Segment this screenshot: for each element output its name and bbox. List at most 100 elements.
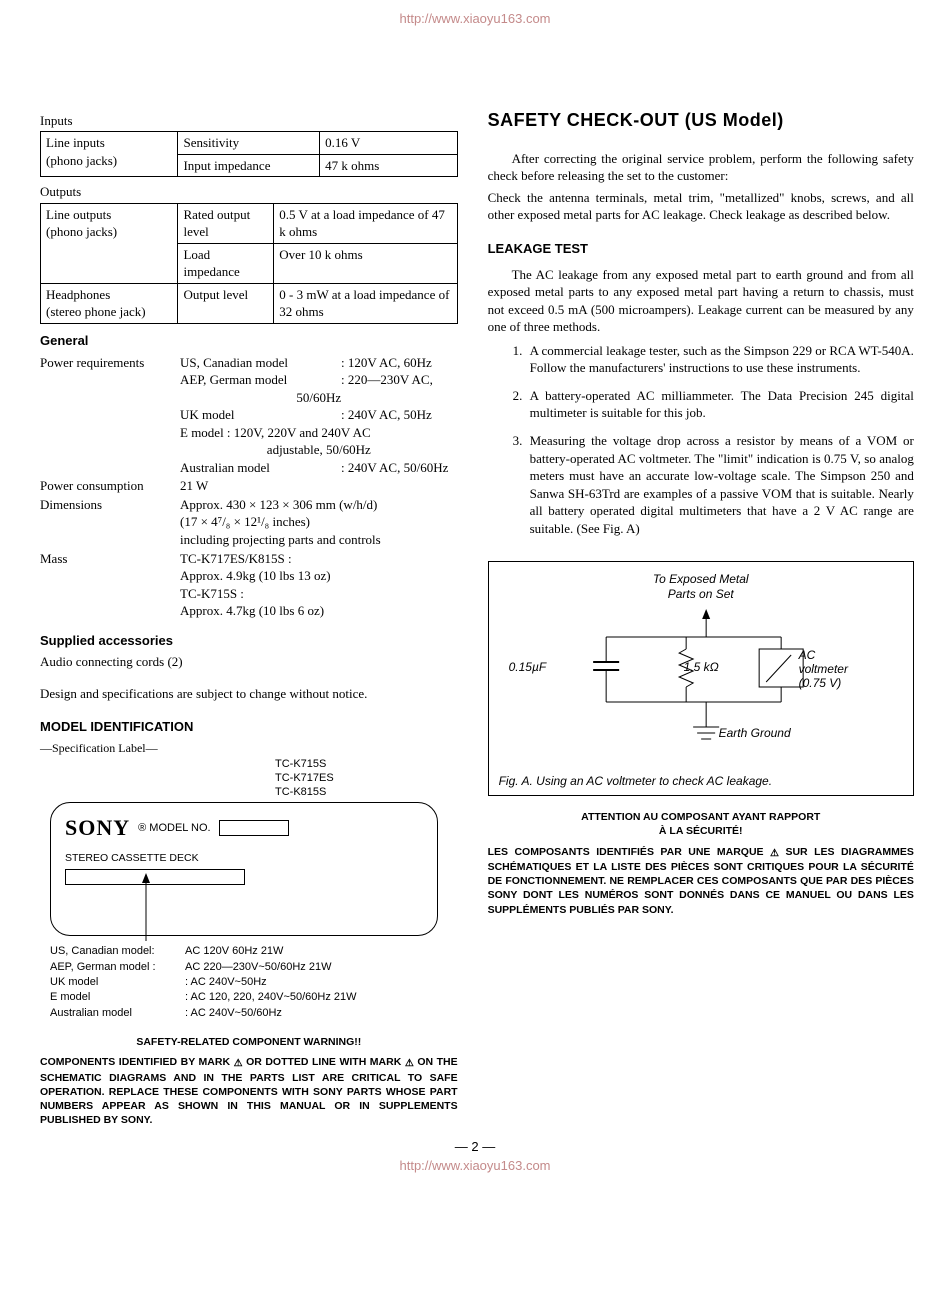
safety-p2: Check the antenna terminals, metal trim,… xyxy=(488,189,914,224)
safety-p1: After correcting the original service pr… xyxy=(488,150,914,185)
sony-logo: SONY xyxy=(65,813,130,843)
power-line: US, Canadian model xyxy=(180,354,341,372)
leakage-heading: LEAKAGE TEST xyxy=(488,240,914,258)
list-item: A commercial leakage tester, such as the… xyxy=(526,342,914,377)
page-number: — 2 — xyxy=(40,1138,910,1156)
power-line: E model : 120V, 220V and 240V AC xyxy=(180,424,458,442)
mv-key: AEP, German model : xyxy=(50,960,185,975)
table-cell: Headphones (stereo phone jack) xyxy=(41,283,178,323)
power-line: AEP, German model xyxy=(180,371,341,389)
arrow-icon xyxy=(136,873,156,943)
power-line: : 240V AC, 50Hz xyxy=(341,406,458,424)
leakage-p1: The AC leakage from any exposed metal pa… xyxy=(488,266,914,336)
warn-fr-title2: À LA SÉCURITÉ! xyxy=(488,824,914,838)
power-line: adjustable, 50/60Hz xyxy=(180,441,458,459)
mass-line: TC-K715S : xyxy=(180,585,458,603)
warning-french: ATTENTION AU COMPOSANT AYANT RAPPORT À L… xyxy=(488,810,914,917)
general-heading: General xyxy=(40,332,458,350)
fig-res-label: 1.5 kΩ xyxy=(684,659,719,675)
mv-val: AC 120V 60Hz 21W xyxy=(185,944,283,959)
mass-line: TC-K717ES/K815S : xyxy=(180,550,458,568)
model-no-label: ® MODEL NO. xyxy=(138,821,210,836)
table-cell: 0 - 3 mW at a load impedance of 32 ohms xyxy=(274,283,457,323)
watermark-top: http://www.xiaoyu163.com xyxy=(40,10,910,28)
mv-val: : AC 240V~50/60Hz xyxy=(185,1006,282,1021)
list-item: Measuring the voltage drop across a resi… xyxy=(526,432,914,537)
inputs-heading: Inputs xyxy=(40,112,458,130)
supplied-heading: Supplied accessories xyxy=(40,632,458,650)
power-line: : 220—230V AC, xyxy=(341,371,458,389)
fig-top-label: Parts on Set xyxy=(499,587,903,601)
dim-line: (17 × 4⁷/₈ × 12¹/₈ inches) xyxy=(180,513,458,531)
fig-top-label: To Exposed Metal xyxy=(499,572,903,586)
table-cell: Output level xyxy=(178,283,274,323)
table-cell: Rated output level xyxy=(178,203,274,243)
mv-key: US, Canadian model: xyxy=(50,944,185,959)
fig-vm-label: AC xyxy=(799,649,848,663)
model-number: TC-K715S xyxy=(275,758,458,772)
figure-caption: Fig. A. Using an AC voltmeter to check A… xyxy=(499,773,903,789)
dimensions-label: Dimensions xyxy=(40,496,180,514)
warning-triangle-icon: ⚠ xyxy=(770,847,779,861)
power-line: : 240V AC, 50/60Hz xyxy=(341,459,458,477)
design-notice: Design and specifications are subject to… xyxy=(40,685,458,703)
warning-triangle-icon: ⚠ xyxy=(405,1057,414,1071)
power-cons-value: 21 W xyxy=(180,477,458,495)
warn-fr-title1: ATTENTION AU COMPOSANT AYANT RAPPORT xyxy=(488,810,914,824)
spec-label-text: —Specification Label— xyxy=(40,740,458,756)
list-item: A battery-operated AC milliammeter. The … xyxy=(526,387,914,422)
safety-title: SAFETY CHECK-OUT (US Model) xyxy=(488,108,914,132)
dim-line: including projecting parts and controls xyxy=(180,531,458,549)
inputs-table: Line inputs (phono jacks) Sensitivity 0.… xyxy=(40,131,458,177)
table-cell: Input impedance xyxy=(178,154,320,177)
table-cell: Line inputs (phono jacks) xyxy=(41,132,178,177)
table-cell: 0.5 V at a load impedance of 47 k ohms xyxy=(274,203,457,243)
mv-key: E model xyxy=(50,990,185,1005)
power-line: : 120V AC, 60Hz xyxy=(341,354,458,372)
dim-line: Approx. 430 × 123 × 306 mm (w/h/d) xyxy=(180,496,458,514)
warning-en-title: SAFETY-RELATED COMPONENT WARNING!! xyxy=(40,1035,458,1049)
outputs-heading: Outputs xyxy=(40,183,458,201)
model-number: TC-K717ES xyxy=(275,772,458,786)
model-id-heading: MODEL IDENTIFICATION xyxy=(40,718,458,736)
leakage-methods-list: A commercial leakage tester, such as the… xyxy=(526,342,914,537)
model-number: TC-K815S xyxy=(275,786,458,800)
power-line: Australian model xyxy=(180,459,341,477)
mv-key: Australian model xyxy=(50,1006,185,1021)
outputs-table: Line outputs (phono jacks) Rated output … xyxy=(40,203,458,324)
warn-en-a: COMPONENTS IDENTIFIED BY MARK xyxy=(40,1056,234,1068)
power-line: UK model xyxy=(180,406,341,424)
table-cell: 47 k ohms xyxy=(320,154,457,177)
mass-line: Approx. 4.9kg (10 lbs 13 oz) xyxy=(180,567,458,585)
fig-vm-label: (0.75 V) xyxy=(799,677,848,691)
supplied-line: Audio connecting cords (2) xyxy=(40,653,458,671)
mv-val: : AC 240V~50Hz xyxy=(185,975,267,990)
warn-en-b: OR DOTTED LINE WITH MARK xyxy=(246,1056,405,1068)
power-cons-label: Power consumption xyxy=(40,477,180,495)
spec-label-box: SONY ® MODEL NO. STEREO CASSETTE DECK xyxy=(50,802,438,936)
fig-cap-label: 0.15µF xyxy=(509,659,547,675)
hatch-icon xyxy=(219,820,289,836)
power-req-label: Power requirements xyxy=(40,354,180,372)
scd-label: STEREO CASSETTE DECK xyxy=(65,851,423,865)
watermark-bottom: http://www.xiaoyu163.com xyxy=(40,1157,910,1175)
table-cell: Load impedance xyxy=(178,243,274,283)
left-column: Inputs Line inputs (phono jacks) Sensiti… xyxy=(40,108,458,1128)
table-cell: 0.16 V xyxy=(320,132,457,155)
mv-val: AC 220—230V~50/60Hz 21W xyxy=(185,960,331,975)
warning-english: SAFETY-RELATED COMPONENT WARNING!! COMPO… xyxy=(40,1035,458,1127)
warn-fr-a: LES COMPOSANTS IDENTIFIÉS PAR UNE MARQUE xyxy=(488,846,770,858)
mv-key: UK model xyxy=(50,975,185,990)
mass-line: Approx. 4.7kg (10 lbs 6 oz) xyxy=(180,602,458,620)
mv-val: : AC 120, 220, 240V~50/60Hz 21W xyxy=(185,990,357,1005)
table-cell: Over 10 k ohms xyxy=(274,243,457,283)
mass-label: Mass xyxy=(40,550,180,568)
figure-a-box: To Exposed Metal Parts on Set xyxy=(488,561,914,796)
right-column: SAFETY CHECK-OUT (US Model) After correc… xyxy=(488,108,914,1128)
fig-vm-label: voltmeter xyxy=(799,663,848,677)
model-voltage-list: US, Canadian model:AC 120V 60Hz 21W AEP,… xyxy=(50,944,458,1021)
warning-triangle-icon: ⚠ xyxy=(234,1057,243,1071)
table-cell: Sensitivity xyxy=(178,132,320,155)
fig-ground-label: Earth Ground xyxy=(719,725,791,741)
table-cell: Line outputs (phono jacks) xyxy=(41,203,178,283)
